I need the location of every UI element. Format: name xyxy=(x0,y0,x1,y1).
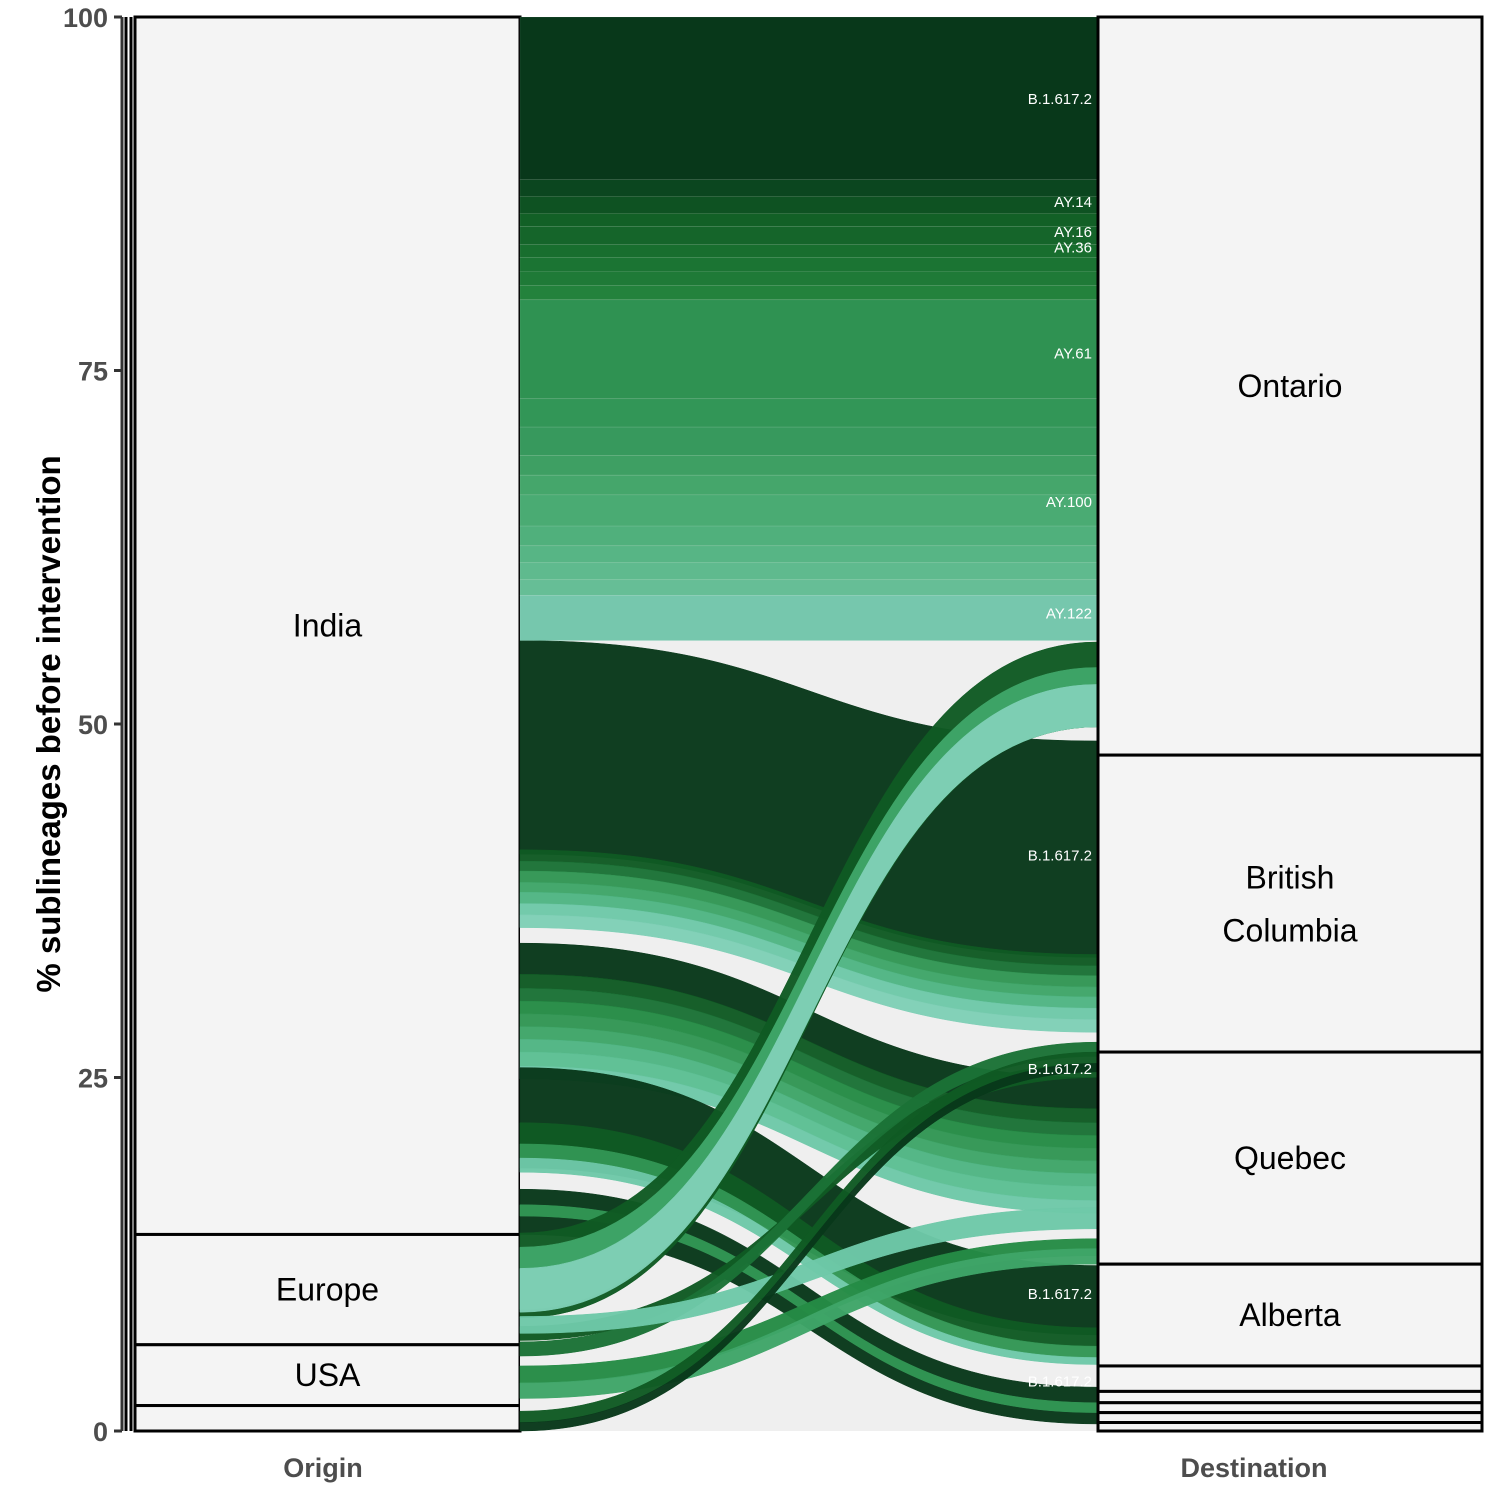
flow-label: B.1.617.2 xyxy=(1028,1286,1092,1303)
flow-band xyxy=(519,494,1099,527)
origin-axis: India Europe USA xyxy=(133,15,522,1433)
flow-band xyxy=(519,213,1099,227)
destination-stratum xyxy=(1096,1389,1484,1405)
y-tick-label: 75 xyxy=(78,357,108,387)
destination-stratum-label: British xyxy=(1246,860,1335,896)
flow-band xyxy=(519,16,1099,180)
flow-band xyxy=(519,299,1099,400)
destination-stratum-label: Quebec xyxy=(1234,1140,1346,1176)
flow-band xyxy=(519,196,1099,214)
destination-stratum xyxy=(1096,15,1484,757)
flow-band xyxy=(519,257,1099,272)
flow-band xyxy=(519,595,1099,641)
flow-label: B.1.617.2 xyxy=(1028,1374,1092,1391)
destination-stratum xyxy=(1096,1050,1484,1266)
flow-label: AY.16 xyxy=(1054,224,1092,241)
flow-area xyxy=(519,16,1099,1432)
destination-stratum xyxy=(1096,1364,1484,1393)
flow-band xyxy=(519,398,1099,428)
y-axis: 0 25 50 75 100 xyxy=(63,3,133,1447)
flow-label: AY.122 xyxy=(1046,606,1092,623)
flow-band xyxy=(519,525,1099,547)
flow-band xyxy=(519,426,1099,456)
origin-stratum xyxy=(133,15,522,1236)
flow-band xyxy=(519,225,1099,245)
flow-band xyxy=(519,545,1099,564)
x-label-destination: Destination xyxy=(1180,1453,1327,1483)
flow-label: B.1.617.2 xyxy=(1028,848,1092,865)
flow-band xyxy=(519,271,1099,286)
flow-label: AY.100 xyxy=(1046,494,1092,511)
flow-band xyxy=(519,285,1099,301)
destination-stratum-label: Alberta xyxy=(1239,1297,1341,1333)
origin-stratum-label: Europe xyxy=(276,1272,379,1308)
flow-label: B.1.617.2 xyxy=(1028,91,1092,108)
flow-label: AY.61 xyxy=(1054,346,1092,363)
y-tick-label: 0 xyxy=(93,1417,108,1447)
destination-axis: Ontario British Columbia Quebec Alberta xyxy=(1096,15,1484,1433)
y-axis-title: % sublineages before intervention xyxy=(30,455,67,992)
destination-stratum xyxy=(1096,1421,1484,1433)
y-tick-label: 50 xyxy=(78,710,108,740)
flow-band xyxy=(519,562,1099,581)
x-label-origin: Origin xyxy=(283,1453,363,1483)
origin-stratum-label: India xyxy=(293,608,363,644)
destination-stratum-label: Ontario xyxy=(1238,368,1343,404)
flow-band xyxy=(519,455,1099,476)
flow-band xyxy=(519,474,1099,496)
origin-stratum xyxy=(133,1404,522,1433)
origin-stratum-label: USA xyxy=(295,1357,361,1393)
destination-stratum xyxy=(1096,753,1484,1054)
destination-stratum-label: Columbia xyxy=(1222,913,1357,949)
flow-band xyxy=(519,179,1099,197)
flow-band xyxy=(519,244,1099,258)
y-tick-label: 25 xyxy=(78,1064,108,1094)
flow-label: B.1.617.2 xyxy=(1028,1061,1092,1078)
flow-band xyxy=(519,579,1099,596)
flow-label: AY.14 xyxy=(1054,194,1092,211)
y-tick-label: 100 xyxy=(63,3,108,33)
flow-label: AY.36 xyxy=(1054,239,1092,256)
